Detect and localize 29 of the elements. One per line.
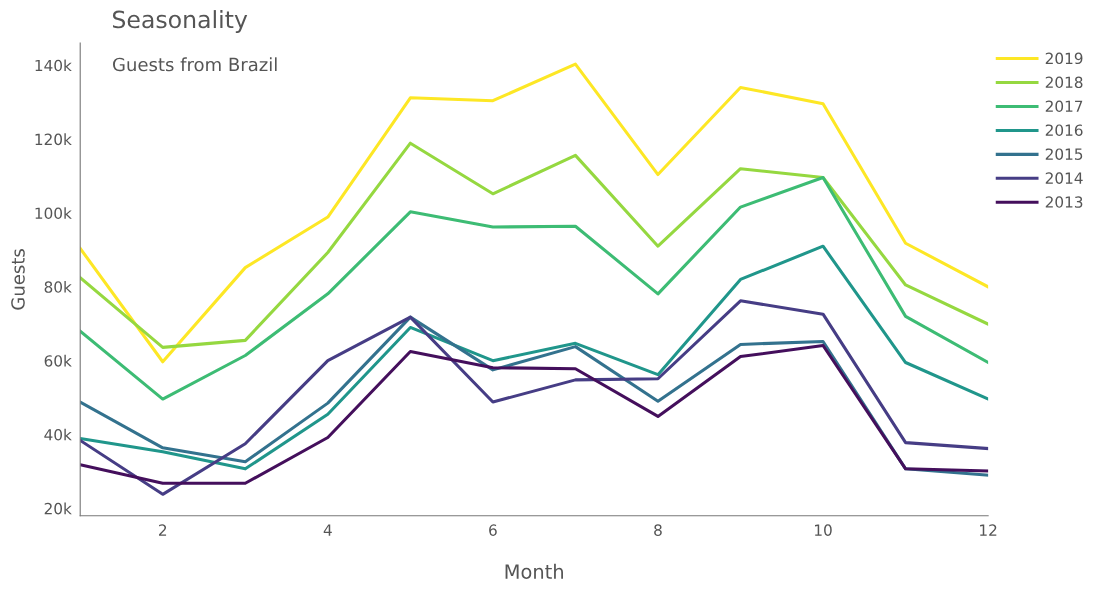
text: Guests from Brazil (113, 57, 277, 72)
y-tick-label: 80k (44, 281, 72, 293)
legend-label: 2019 (1045, 52, 1083, 65)
x-tick-label: 2 (159, 524, 167, 536)
legend-label: 2016 (1045, 124, 1083, 136)
legend-label: 2015 (1045, 148, 1083, 160)
line-series (80, 299, 989, 496)
chart-title: Seasonality (112, 10, 248, 33)
legend-label: 2018 (1045, 76, 1083, 89)
y-tick-label: 60k (44, 354, 72, 367)
legend-label: 2017 (1045, 100, 1083, 113)
y-tick-label: 40k (44, 428, 72, 441)
x-tick-label: 4 (323, 524, 332, 536)
line-series (80, 344, 989, 485)
legend-label: 2014 (1045, 172, 1083, 184)
legend-label: 2013 (1045, 196, 1083, 208)
y-tick-label: 120k (35, 133, 72, 146)
x-tick-label: 12 (980, 524, 997, 536)
line-series (80, 176, 989, 401)
x-tick-label: 6 (489, 524, 497, 536)
x-tick-label: 8 (654, 524, 662, 536)
y-axis-title: Guests (11, 249, 25, 310)
y-tick-label: 100k (35, 207, 72, 219)
line-series (80, 244, 989, 471)
x-axis-title: Month (505, 563, 563, 579)
y-tick-label: 140k (35, 59, 72, 72)
line-series (80, 141, 989, 349)
y-tick-label: 20k (44, 502, 72, 515)
x-tick-label: 10 (815, 524, 832, 536)
